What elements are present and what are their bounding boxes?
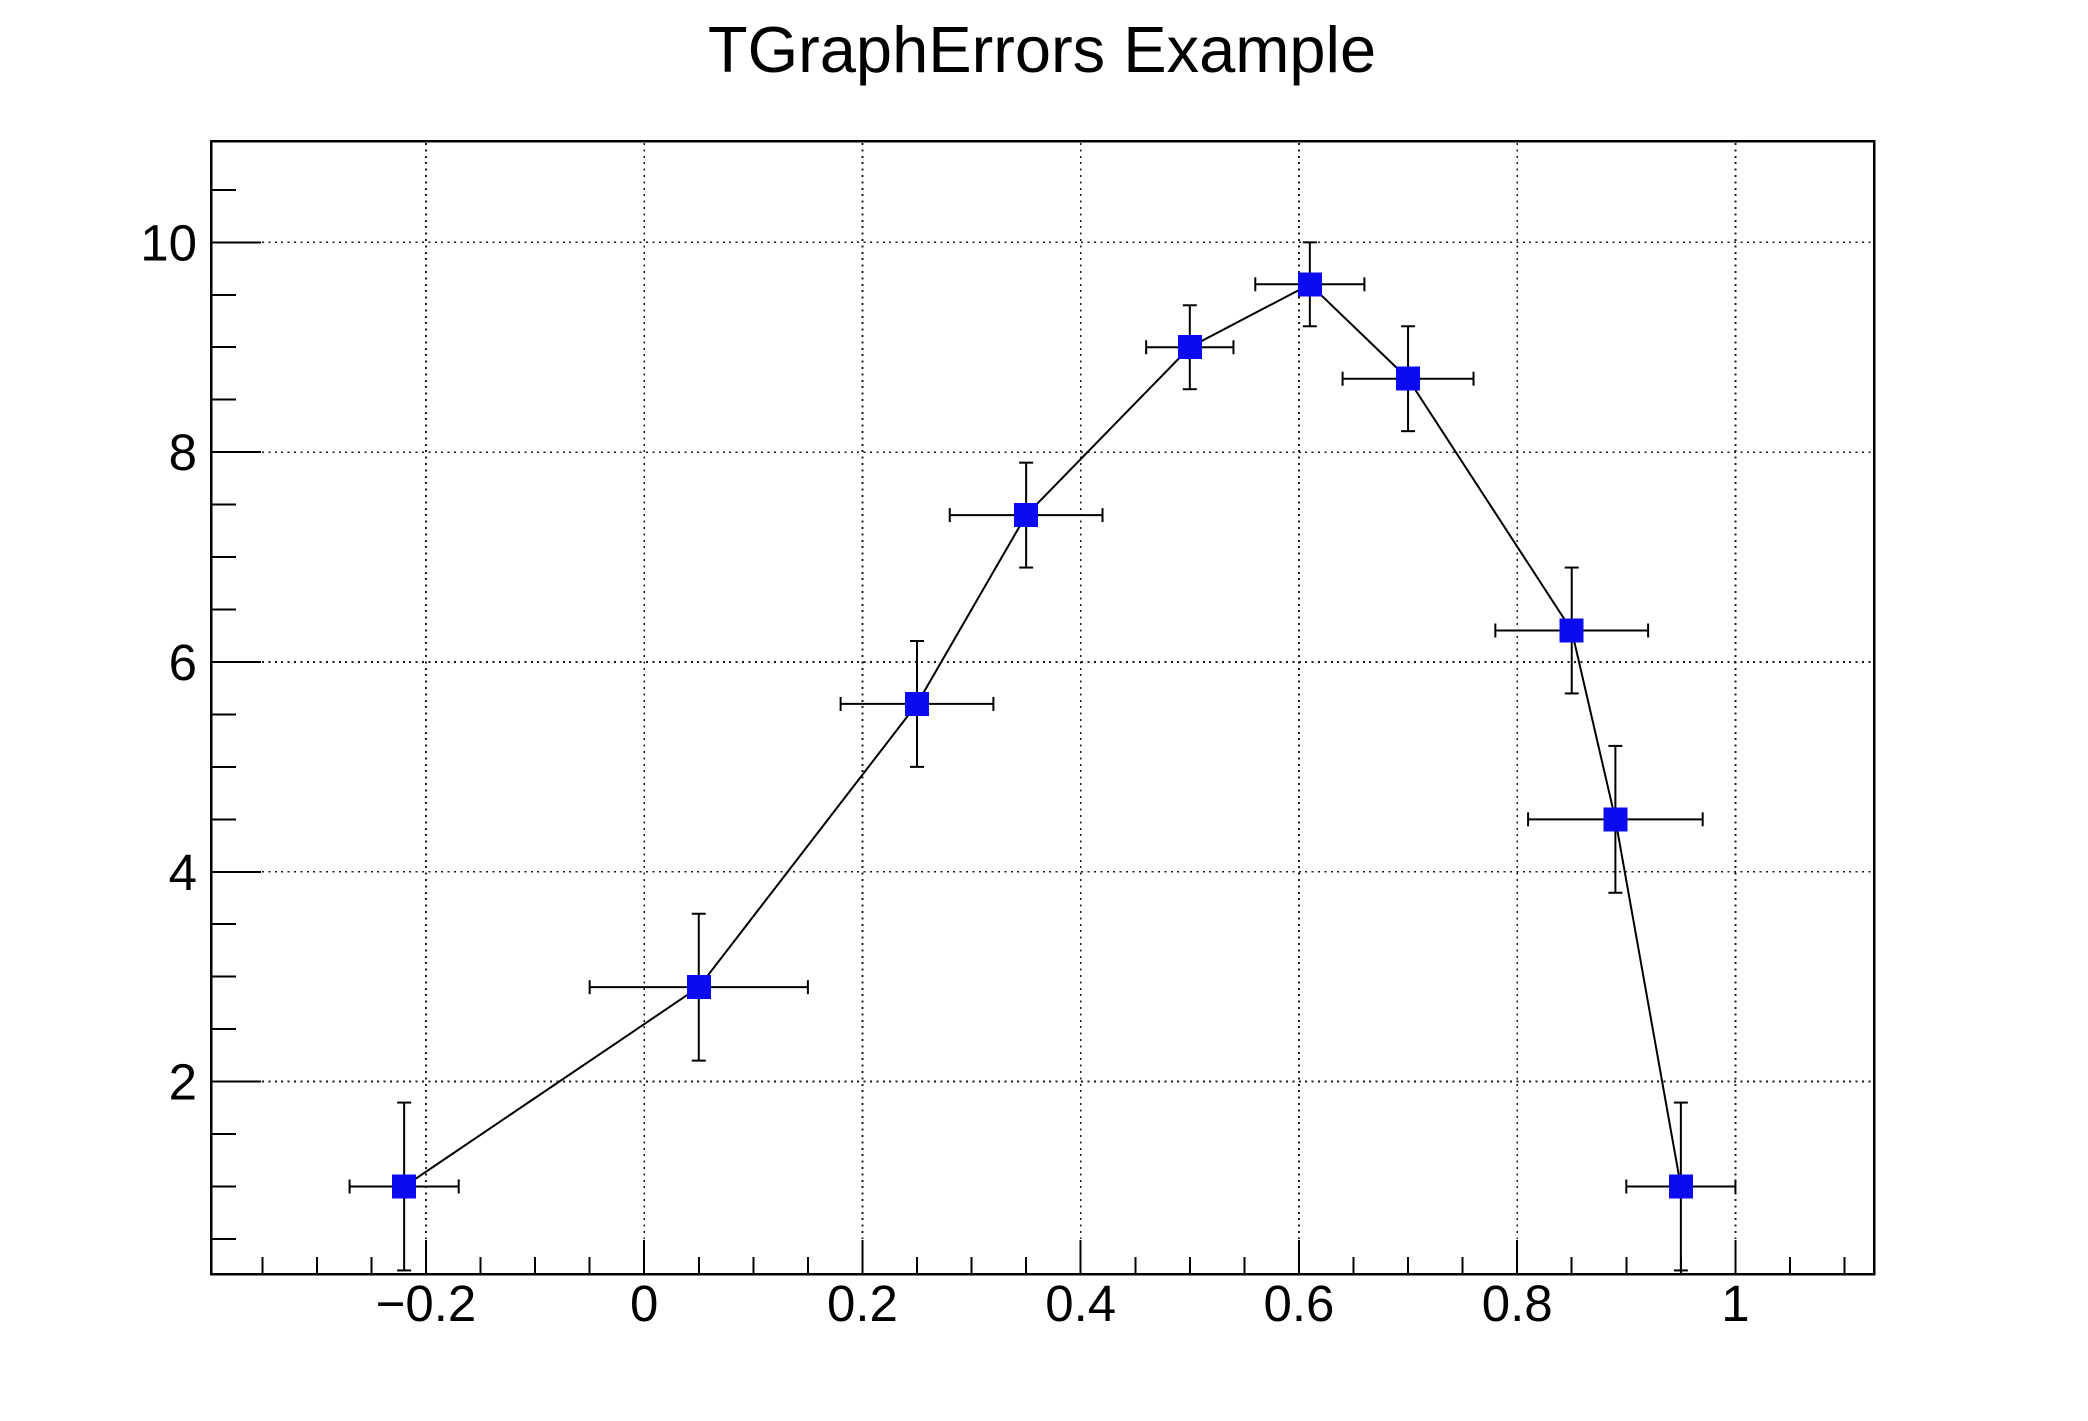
x-tick-label: 0.2 (827, 1275, 898, 1332)
series-layer (348, 241, 1737, 1272)
y-tick-label: 6 (169, 634, 197, 691)
plot-frame (209, 139, 1876, 1276)
data-marker (905, 691, 930, 716)
y-tick-label: 2 (169, 1054, 197, 1111)
data-marker (1668, 1174, 1693, 1199)
x-tick-label: 0 (630, 1275, 658, 1332)
data-marker (686, 975, 711, 1000)
axes-layer (209, 139, 1876, 1276)
data-marker (392, 1174, 417, 1199)
grid-layer (262, 143, 1872, 1239)
data-line (403, 283, 1682, 1188)
y-tick-label: 8 (169, 424, 197, 481)
x-tick-label: 0.6 (1263, 1275, 1334, 1332)
plot-title: TGraphErrors Example (708, 13, 1376, 86)
x-tick-label: 1 (1721, 1275, 1749, 1332)
x-tick-label: 0.4 (1045, 1275, 1116, 1332)
data-marker (1603, 807, 1628, 832)
axis-labels-layer: −0.2 0 0.2 0.4 0.6 0.8 1 2 4 6 8 10 (140, 214, 1749, 1332)
data-marker (1297, 272, 1322, 297)
data-marker (1396, 366, 1421, 391)
data-marker (1177, 335, 1202, 360)
x-tick-label: 0.8 (1482, 1275, 1553, 1332)
y-tick-label: 10 (140, 214, 197, 271)
x-tick-label: −0.2 (376, 1275, 477, 1332)
data-marker (1559, 618, 1584, 643)
data-marker (1014, 503, 1039, 528)
y-tick-label: 4 (169, 844, 197, 901)
